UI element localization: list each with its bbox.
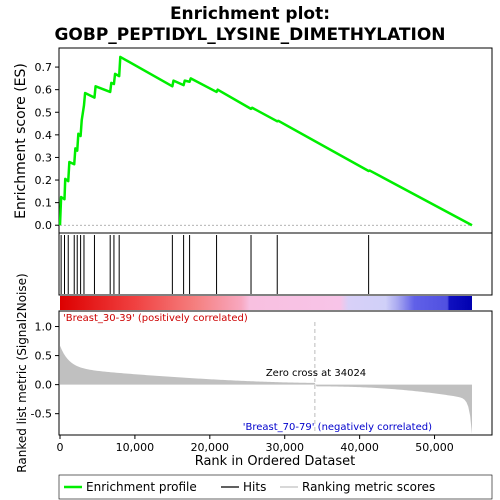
es-y-axis-label: Enrichment score (ES) — [13, 63, 29, 219]
zero-cross-label: Zero cross at 34024 — [266, 368, 366, 379]
metric-y-axis-label: Ranked list metric (Signal2Noise) — [15, 273, 29, 472]
chart-title-line1: Enrichment plot: — [170, 4, 330, 24]
es-panel — [58, 47, 493, 234]
metric-y-tick-label: 1.0 — [35, 321, 53, 334]
metric-y-tick-label: -0.5 — [31, 408, 52, 421]
legend-box — [58, 474, 493, 500]
metric-y-tick-label: 0.0 — [35, 379, 53, 392]
negative-correlation-label: 'Breast_70-79' (negatively correlated) — [243, 422, 432, 433]
x-tick-label: 30,000 — [265, 441, 304, 454]
x-tick-label: 40,000 — [340, 441, 379, 454]
rank-color-bar — [60, 296, 472, 310]
legend-metric-label: Ranking metric scores — [302, 480, 435, 494]
es-y-tick-label: 0.0 — [35, 219, 53, 232]
legend-hits-label: Hits — [243, 480, 266, 494]
x-tick-label: 50,000 — [415, 441, 454, 454]
metric-panel — [58, 310, 493, 436]
chart-title-line2: GOBP_PEPTIDYL_LYSINE_DIMETHYLATION — [54, 25, 445, 45]
es-y-tick-label: 0.1 — [35, 197, 53, 210]
es-y-tick-label: 0.7 — [35, 61, 53, 74]
hits-panel — [58, 232, 493, 296]
es-y-tick-label: 0.6 — [35, 84, 53, 97]
legend-enrichment-label: Enrichment profile — [86, 480, 197, 494]
positive-correlation-label: 'Breast_30-39' (positively correlated) — [63, 313, 248, 324]
es-y-tick-label: 0.3 — [35, 151, 53, 164]
es-y-tick-label: 0.5 — [35, 106, 53, 119]
x-tick-label: 0 — [57, 441, 64, 454]
enrichment-profile-line — [58, 55, 473, 227]
es-y-tick-label: 0.4 — [35, 129, 53, 142]
x-tick-label: 10,000 — [116, 441, 155, 454]
x-tick-label: 20,000 — [191, 441, 230, 454]
es-y-tick-label: 0.2 — [35, 174, 53, 187]
x-axis-label: Rank in Ordered Dataset — [195, 454, 356, 469]
metric-y-tick-label: 0.5 — [35, 350, 53, 363]
